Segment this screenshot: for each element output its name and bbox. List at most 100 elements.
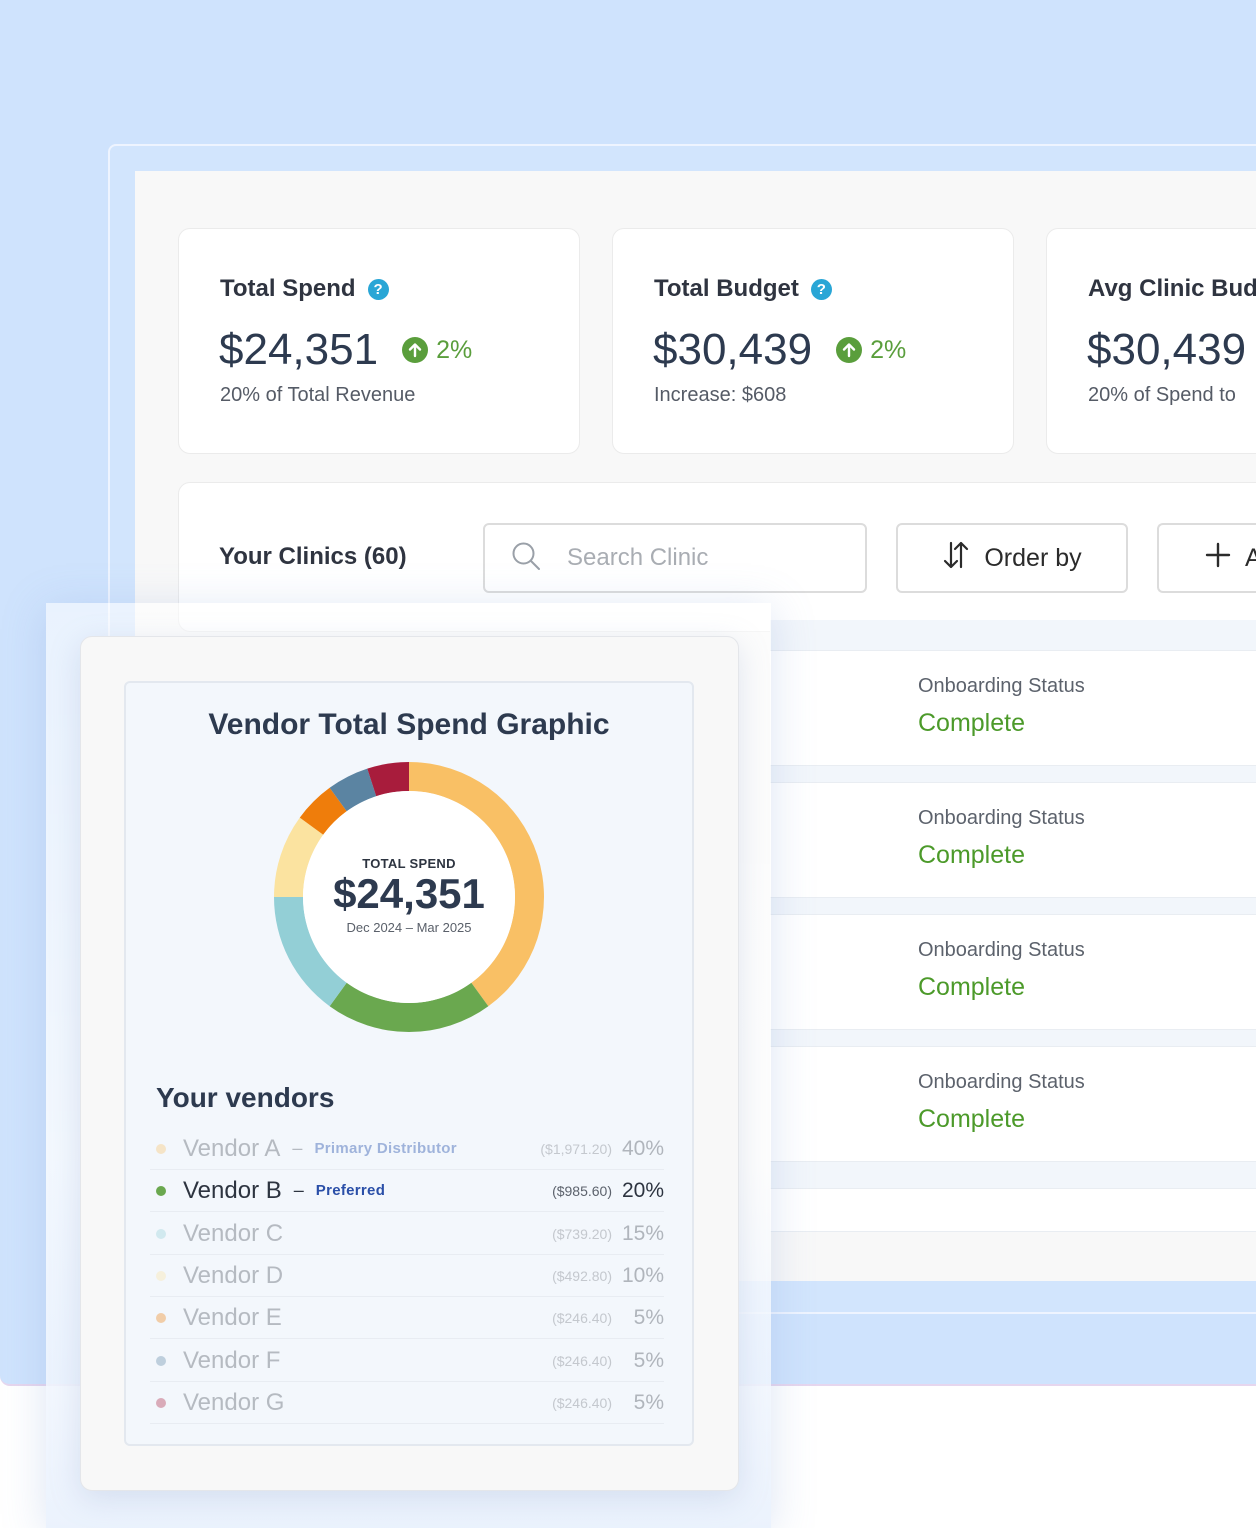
clinic-row[interactable]: Onboarding Status Complete: [770, 914, 1256, 1030]
add-clinic-button[interactable]: A: [1157, 523, 1256, 593]
vendor-tag: Preferred: [315, 1182, 386, 1199]
donut-hole: [303, 791, 515, 1003]
onboarding-status-value: Complete: [918, 709, 1025, 737]
vendor-name: Vendor B: [183, 1176, 282, 1204]
search-clinic-box[interactable]: [483, 523, 867, 593]
vendor-name: Vendor F: [183, 1346, 281, 1374]
stat-title: Total Spend ?: [220, 275, 389, 303]
donut-slice-vendor-b: [329, 982, 489, 1032]
vendor-color-dot: [156, 1355, 166, 1366]
onboarding-status-value: Complete: [918, 841, 1025, 869]
vendor-name: Vendor G: [183, 1388, 285, 1416]
vendor-row[interactable]: Vendor C ($739.20) 15%: [150, 1213, 664, 1255]
vendor-color-dot: [156, 1312, 166, 1323]
onboarding-status-label: Onboarding Status: [918, 807, 1085, 829]
vendor-percent: 5%: [633, 1348, 664, 1372]
donut-date-range: Dec 2024 – Mar 2025: [346, 920, 472, 935]
vendor-tag-separator: –: [293, 1180, 304, 1200]
clinic-row[interactable]: [770, 1188, 1256, 1232]
chart-title: Vendor Total Spend Graphic: [208, 708, 610, 741]
stat-title: Total Budget ?: [654, 275, 832, 303]
vendor-row[interactable]: Vendor F ($246.40) 5%: [150, 1340, 664, 1382]
stat-title: Avg Clinic Bud: [1088, 275, 1256, 303]
stat-title-text: Avg Clinic Bud: [1088, 275, 1256, 302]
donut-slice-vendor-f: [329, 768, 377, 812]
add-clinic-label: A: [1245, 544, 1256, 573]
stat-value: $30,439 2%: [653, 325, 906, 375]
vendor-tag: Primary Distributor: [314, 1140, 457, 1157]
donut-caption: TOTAL SPEND: [362, 856, 456, 871]
search-icon: [511, 541, 541, 576]
stat-value-text: $30,439: [1087, 325, 1247, 374]
stat-subtitle: Increase: $608: [654, 384, 787, 406]
stat-value-text: $24,351: [219, 325, 379, 374]
help-icon[interactable]: ?: [810, 278, 832, 300]
vendor-row[interactable]: Vendor G ($246.40) 5%: [150, 1382, 664, 1424]
donut-slice-vendor-g: [367, 762, 409, 797]
vendor-amount: ($985.60): [552, 1182, 612, 1199]
onboarding-status-label: Onboarding Status: [918, 1071, 1085, 1093]
vendor-name: Vendor D: [183, 1261, 284, 1289]
trend-badge: 2%: [836, 336, 906, 365]
vendor-percent: 15%: [621, 1221, 664, 1245]
vendor-row[interactable]: Vendor D ($492.80) 10%: [150, 1255, 664, 1297]
onboarding-status-label: Onboarding Status: [918, 939, 1085, 961]
onboarding-status-value: Complete: [918, 1105, 1025, 1133]
vendor-percent: 40%: [621, 1136, 664, 1160]
vendor-amount: ($246.40): [552, 1309, 612, 1326]
vendor-color-dot: [156, 1228, 166, 1239]
clinics-title: Your Clinics (60): [219, 543, 407, 570]
order-by-button[interactable]: Order by: [896, 523, 1128, 593]
donut-slice-vendor-e: [299, 787, 347, 835]
order-by-label: Order by: [984, 543, 1082, 572]
vendor-color-dot: [156, 1185, 166, 1196]
donut-slice-vendor-a: [409, 762, 544, 1007]
trend-value: 2%: [870, 335, 907, 364]
arrow-up-icon: [402, 337, 429, 363]
stat-card-total-spend: Total Spend ? $24,351 2% 20% of Total Re…: [178, 228, 580, 454]
vendor-amount: ($739.20): [552, 1225, 612, 1242]
stat-subtitle: 20% of Total Revenue: [220, 384, 416, 406]
plus-icon: [1205, 542, 1231, 575]
stat-subtitle: 20% of Spend to: [1088, 384, 1236, 406]
donut-slice-vendor-d: [274, 817, 324, 897]
stat-value: $30,439: [1087, 325, 1246, 375]
stat-value-text: $30,439: [653, 325, 813, 374]
vendor-row[interactable]: Vendor E ($246.40) 5%: [150, 1297, 664, 1339]
vendor-percent: 10%: [621, 1263, 664, 1287]
search-clinic-input[interactable]: [567, 544, 847, 572]
stat-card-total-budget: Total Budget ? $30,439 2% Increase: $608: [612, 228, 1014, 454]
vendor-percent: 20%: [621, 1178, 664, 1202]
donut-slice-vendor-c: [274, 897, 347, 1007]
vendor-name: Vendor A: [183, 1134, 281, 1162]
donut-total-value: $24,351: [333, 870, 485, 917]
vendor-name: Vendor C: [183, 1219, 284, 1247]
stat-value: $24,351 2%: [219, 325, 472, 375]
stat-card-avg-clinic-budget: Avg Clinic Bud $30,439 20% of Spend to: [1046, 228, 1256, 454]
vendor-amount: ($246.40): [552, 1352, 612, 1369]
clinic-row[interactable]: Onboarding Status Complete: [770, 782, 1256, 898]
trend-value: 2%: [436, 335, 473, 364]
vendor-row[interactable]: Vendor A – Primary Distributor ($1,971.20) 4…: [150, 1128, 664, 1170]
onboarding-status-value: Complete: [918, 973, 1025, 1001]
vendor-percent: 5%: [633, 1390, 664, 1414]
stat-title-text: Total Budget: [654, 275, 799, 302]
vendor-amount: ($246.40): [552, 1394, 612, 1411]
clinic-row[interactable]: Onboarding Status Complete: [770, 1046, 1256, 1162]
vendor-amount: ($492.80): [552, 1267, 612, 1284]
stat-title-text: Total Spend: [220, 275, 356, 302]
vendor-tag-separator: –: [292, 1138, 303, 1158]
vendor-color-dot: [156, 1397, 166, 1408]
help-icon[interactable]: ?: [367, 278, 389, 300]
vendor-color-dot: [156, 1270, 166, 1281]
trend-badge: 2%: [402, 336, 472, 365]
vendor-percent: 5%: [633, 1305, 664, 1329]
arrow-up-icon: [836, 337, 863, 363]
sort-arrows-icon: [942, 540, 970, 577]
clinic-row[interactable]: Onboarding Status Complete: [770, 650, 1256, 766]
vendor-color-dot: [156, 1143, 166, 1154]
vendor-row[interactable]: Vendor B – Preferred ($985.60) 20%: [150, 1170, 664, 1212]
vendor-name: Vendor E: [183, 1303, 282, 1331]
vendor-amount: ($1,971.20): [540, 1140, 612, 1157]
vendor-spend-donut-chart: [274, 762, 544, 1032]
